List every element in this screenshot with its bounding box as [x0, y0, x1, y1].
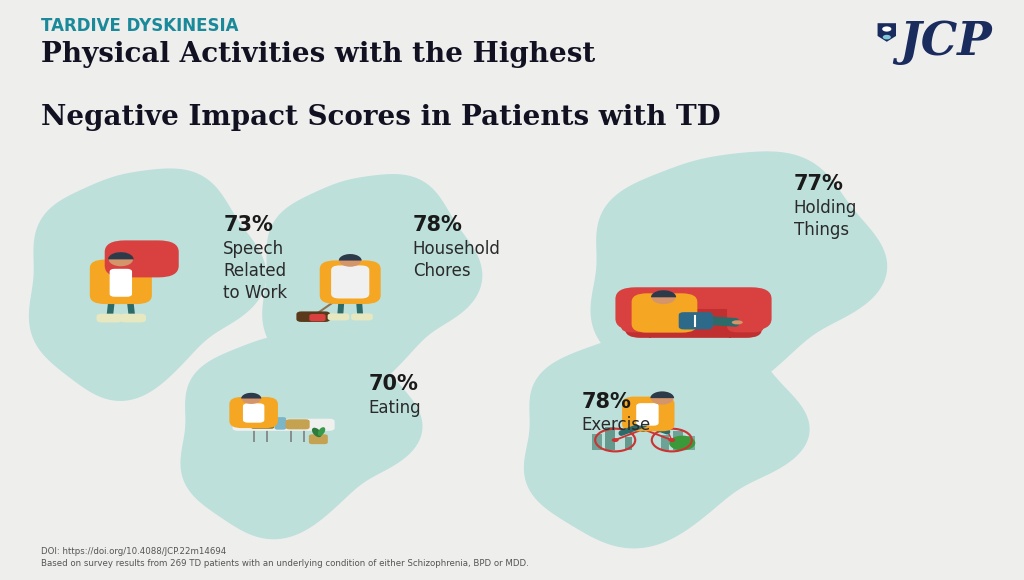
- Polygon shape: [242, 393, 261, 398]
- FancyBboxPatch shape: [673, 430, 683, 451]
- FancyBboxPatch shape: [296, 311, 330, 322]
- FancyBboxPatch shape: [243, 403, 264, 423]
- Circle shape: [883, 35, 891, 39]
- Text: 73%: 73%: [223, 215, 273, 235]
- FancyBboxPatch shape: [90, 260, 152, 304]
- Text: Household
Chores: Household Chores: [413, 240, 501, 280]
- Polygon shape: [30, 169, 266, 400]
- Polygon shape: [651, 290, 676, 298]
- FancyBboxPatch shape: [251, 420, 274, 429]
- FancyBboxPatch shape: [120, 314, 146, 322]
- Circle shape: [651, 291, 676, 304]
- Polygon shape: [109, 252, 133, 259]
- Circle shape: [109, 252, 133, 266]
- Circle shape: [639, 427, 647, 432]
- Circle shape: [611, 438, 618, 442]
- Text: 78%: 78%: [413, 215, 463, 235]
- FancyBboxPatch shape: [632, 293, 697, 333]
- Ellipse shape: [317, 427, 326, 436]
- FancyBboxPatch shape: [605, 427, 614, 451]
- Text: 77%: 77%: [794, 175, 844, 194]
- FancyBboxPatch shape: [96, 314, 123, 322]
- Circle shape: [651, 392, 674, 405]
- FancyBboxPatch shape: [351, 313, 373, 320]
- Text: Eating: Eating: [369, 399, 421, 417]
- FancyBboxPatch shape: [232, 419, 335, 431]
- Polygon shape: [339, 254, 361, 260]
- Circle shape: [339, 255, 361, 267]
- FancyBboxPatch shape: [309, 314, 326, 321]
- FancyBboxPatch shape: [727, 300, 764, 332]
- FancyBboxPatch shape: [679, 312, 713, 329]
- Polygon shape: [524, 328, 809, 548]
- FancyBboxPatch shape: [625, 309, 762, 338]
- FancyBboxPatch shape: [309, 434, 328, 444]
- FancyBboxPatch shape: [319, 260, 381, 304]
- Polygon shape: [181, 331, 422, 539]
- Text: JCP: JCP: [899, 19, 992, 64]
- FancyBboxPatch shape: [104, 240, 179, 277]
- FancyBboxPatch shape: [625, 437, 632, 451]
- Circle shape: [242, 393, 261, 404]
- Text: Holding
Things: Holding Things: [794, 199, 857, 239]
- Text: TARDIVE DYSKINESIA: TARDIVE DYSKINESIA: [41, 17, 239, 35]
- Ellipse shape: [312, 427, 322, 437]
- FancyBboxPatch shape: [274, 417, 287, 430]
- Ellipse shape: [732, 320, 742, 324]
- FancyBboxPatch shape: [662, 434, 670, 451]
- Circle shape: [670, 436, 695, 451]
- Polygon shape: [591, 152, 887, 401]
- Text: Exercise: Exercise: [582, 416, 651, 434]
- FancyBboxPatch shape: [621, 295, 658, 332]
- FancyBboxPatch shape: [615, 287, 772, 331]
- FancyBboxPatch shape: [286, 419, 309, 429]
- Text: 70%: 70%: [369, 375, 419, 394]
- FancyBboxPatch shape: [331, 266, 370, 299]
- Text: Speech
Related
to Work: Speech Related to Work: [223, 240, 288, 302]
- Text: Physical Activities with the Highest: Physical Activities with the Highest: [41, 41, 595, 68]
- Polygon shape: [263, 175, 481, 394]
- Polygon shape: [650, 392, 674, 398]
- FancyBboxPatch shape: [328, 313, 349, 320]
- FancyBboxPatch shape: [686, 436, 694, 451]
- FancyBboxPatch shape: [229, 397, 278, 428]
- Text: 78%: 78%: [582, 392, 632, 412]
- Ellipse shape: [882, 26, 891, 32]
- Polygon shape: [878, 23, 896, 42]
- FancyBboxPatch shape: [110, 269, 132, 297]
- Text: Negative Impact Scores in Patients with TD: Negative Impact Scores in Patients with …: [41, 104, 721, 132]
- Text: DOI: https://doi.org/10.4088/JCP.22m14694
Based on survey results from 269 TD pa: DOI: https://doi.org/10.4088/JCP.22m1469…: [41, 547, 528, 568]
- FancyBboxPatch shape: [592, 434, 602, 451]
- FancyBboxPatch shape: [636, 403, 658, 426]
- FancyBboxPatch shape: [623, 397, 675, 432]
- Circle shape: [669, 438, 675, 442]
